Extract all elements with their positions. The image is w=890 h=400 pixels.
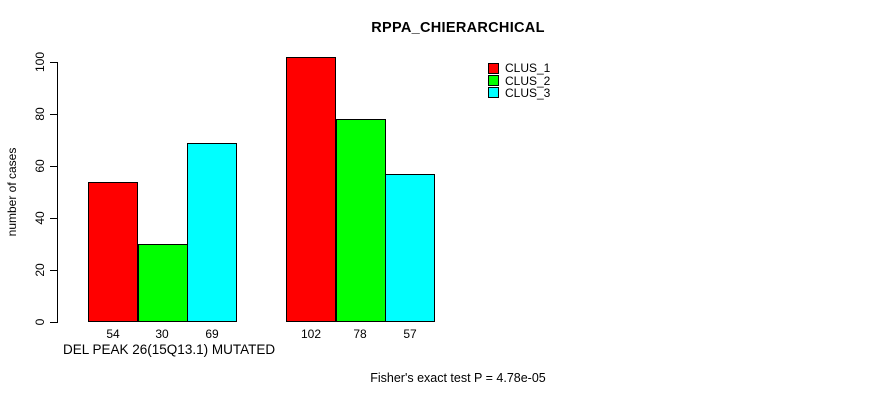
- bar-value-label: 57: [403, 327, 417, 341]
- bar-clus_2-group2: [336, 119, 386, 322]
- y-axis-tick: [50, 270, 57, 271]
- bar-value-label: 30: [155, 327, 169, 341]
- legend-row-clus_2: CLUS_2: [488, 73, 551, 88]
- stat-test-footer: Fisher's exact test P = 4.78e-05: [370, 371, 546, 385]
- bar-value-label: 54: [106, 327, 120, 341]
- y-axis-tick: [50, 114, 57, 115]
- y-tick-label: 20: [33, 263, 47, 277]
- legend-label: CLUS_3: [505, 85, 551, 100]
- y-axis-label: number of cases: [5, 147, 19, 237]
- legend-row-clus_3: CLUS_3: [488, 87, 550, 99]
- legend: CLUS_1 CLUS_2 CLUS_3: [488, 62, 550, 99]
- bar-clus_2-group1: [138, 244, 188, 322]
- y-tick-label: 100: [33, 51, 47, 73]
- legend-label: CLUS_1: [505, 61, 551, 76]
- bar-clus_3-group2: [385, 174, 435, 322]
- y-tick-label: 40: [33, 211, 47, 225]
- y-axis-tick: [50, 166, 57, 167]
- bar-clus_1-group1: [88, 182, 138, 322]
- legend-swatch-icon: [488, 87, 499, 99]
- legend-label: CLUS_2: [505, 73, 551, 88]
- y-axis-tick: [50, 218, 57, 219]
- bar-clus_1-group2: [286, 57, 336, 322]
- bar-value-label: 69: [205, 327, 219, 341]
- bar-value-label: 102: [300, 327, 322, 341]
- chart-title: RPPA_CHIERARCHICAL: [371, 20, 545, 36]
- legend-row-clus_1: CLUS_1: [488, 62, 550, 74]
- bar-value-label: 78: [353, 327, 367, 341]
- y-axis-tick: [50, 322, 57, 323]
- y-tick-label: 60: [33, 159, 47, 173]
- bar-clus_3-group1: [187, 143, 237, 322]
- y-axis-tick: [50, 62, 57, 63]
- x-axis-group-label: DEL PEAK 26(15Q13.1) MUTATED: [63, 342, 276, 357]
- y-axis-line: [57, 62, 58, 323]
- y-tick-label: 80: [33, 107, 47, 121]
- y-tick-label: 0: [33, 318, 47, 326]
- legend-swatch-icon: [488, 62, 499, 74]
- legend-swatch-icon: [488, 75, 499, 87]
